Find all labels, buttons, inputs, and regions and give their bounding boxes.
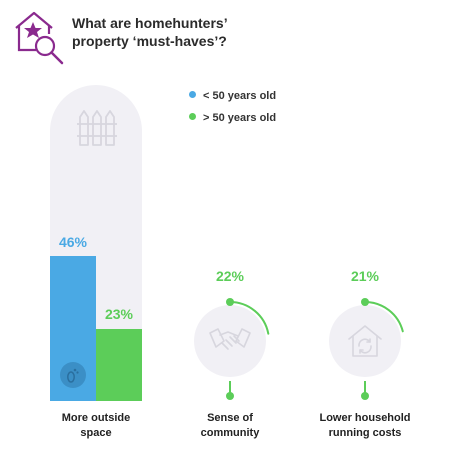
chart-title: What are homehunters’ property ‘must-hav…: [72, 14, 332, 50]
legend-entry-over-50: > 50 years old: [189, 112, 276, 124]
category-label-running-costs-line2: running costs: [328, 427, 402, 439]
category-label-community-line1: Sense of: [207, 412, 253, 424]
category-label-outside-space-line1: More outside: [61, 412, 131, 424]
label-running-costs-over-50: 21%: [350, 268, 380, 284]
category-label-outside-space-line2: space: [80, 427, 112, 439]
bar-outside-space-over-50: [96, 328, 142, 401]
house-recycle-icon: [348, 325, 382, 357]
gauge-community: [194, 298, 270, 400]
category-label-community-line2: community: [200, 427, 260, 439]
arc-start-dot-community: [226, 298, 234, 306]
legend-label-over-50: > 50 years old: [203, 112, 277, 124]
legend-swatch-over-50: [189, 113, 196, 120]
gauge-running-costs: [329, 298, 404, 400]
legend-label-under-50: < 50 years old: [203, 90, 277, 102]
arc-community-over-50: [229, 301, 270, 335]
label-outside-space-under-50: 46%: [58, 234, 88, 250]
label-outside-space-over-50: 23%: [104, 306, 134, 322]
chart-title-line1: What are homehunters’: [72, 15, 228, 31]
arc-start-dot-running-costs: [361, 298, 369, 306]
legend-swatch-under-50: [189, 91, 196, 98]
connector-dot-running-costs: [361, 392, 369, 400]
house-star-magnifier-icon: [15, 11, 64, 65]
connector-dot-community: [226, 392, 234, 400]
category-label-running-costs-line1: Lower household: [319, 412, 411, 424]
label-community-over-50: 22%: [215, 268, 245, 284]
chart-title-line2: property ‘must-haves’?: [72, 33, 227, 49]
handshake-icon: [209, 328, 251, 350]
arc-running-costs-over-50: [364, 301, 404, 333]
category-label-outside-space: More outside space: [26, 411, 166, 441]
category-label-running-costs: Lower household running costs: [300, 411, 430, 441]
footprint-icon: [60, 362, 86, 388]
legend-entry-under-50: < 50 years old: [189, 90, 276, 102]
category-label-community: Sense of community: [170, 411, 290, 441]
fence-icon: [77, 110, 117, 146]
